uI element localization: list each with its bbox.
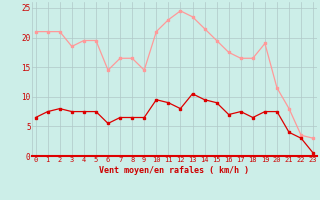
X-axis label: Vent moyen/en rafales ( km/h ): Vent moyen/en rafales ( km/h )	[100, 166, 249, 175]
